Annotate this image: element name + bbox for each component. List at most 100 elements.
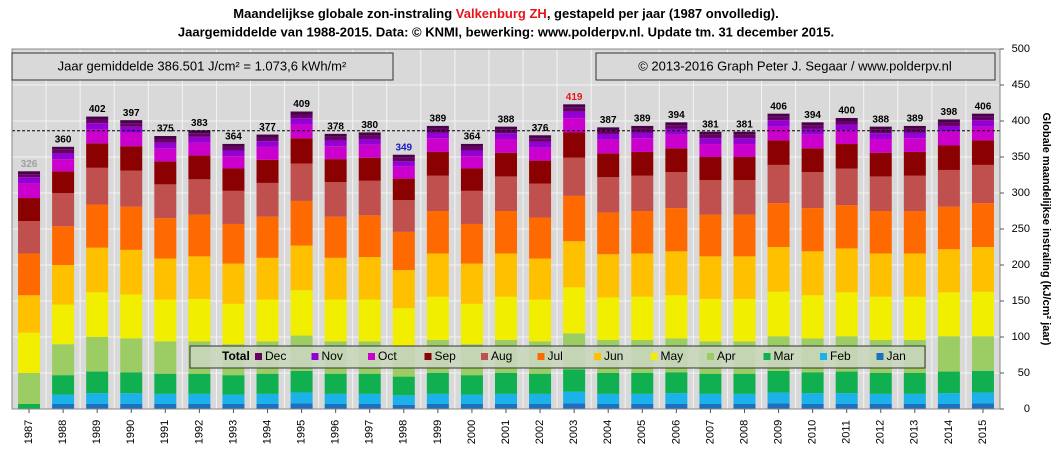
bar-segment: [460, 403, 483, 409]
bar-segment: [971, 291, 994, 337]
bar-segment: [665, 125, 688, 129]
bar-segment: [801, 372, 824, 394]
bar-cap: [937, 119, 960, 123]
bar-segment: [358, 299, 381, 342]
bar-segment: [18, 183, 41, 199]
overlay: Jaar gemiddelde 386.501 J/cm² = 1.073,6 …: [11, 48, 1001, 410]
bar-segment: [835, 205, 858, 249]
bar-segment: [699, 403, 722, 409]
bar-segment: [971, 164, 994, 204]
legend-box: [189, 345, 926, 369]
bar-cap: [733, 131, 756, 135]
bar-segment: [18, 403, 41, 409]
bar-cap: [665, 122, 688, 126]
bar-segment: [154, 299, 177, 342]
legend-swatch: [650, 353, 658, 360]
legend-swatch: [424, 353, 432, 360]
bar-segment: [52, 159, 75, 172]
y-tick-label: 0: [1024, 403, 1030, 415]
bar-segment: [937, 169, 960, 207]
bar-segment: [256, 141, 279, 147]
x-tick-label: 2002: [534, 420, 546, 444]
bar-segment: [256, 393, 279, 404]
bar-cap: [699, 131, 722, 135]
bar-segment: [903, 296, 926, 340]
total-label: 378: [327, 121, 344, 132]
bar-cap: [154, 136, 177, 139]
bar-segment: [324, 299, 347, 342]
bar-segment: [699, 256, 722, 299]
bar-segment: [495, 296, 517, 340]
bar-segment: [120, 146, 143, 171]
bar-segment: [460, 263, 483, 304]
bar-segment: [222, 146, 245, 151]
x-tick-label: 2003: [568, 420, 580, 444]
legend-swatch: [255, 353, 262, 360]
bar-segment: [460, 168, 483, 191]
bar-segment: [869, 393, 892, 404]
bar-segment: [426, 132, 449, 139]
total-label: 398: [941, 107, 958, 118]
bar-segment: [665, 251, 688, 296]
bar-segment: [324, 159, 347, 183]
title-part: , gestapeld per jaar (1987 onvolledig).: [547, 6, 779, 21]
bar-segment: [460, 223, 483, 264]
bar-segment: [631, 373, 654, 394]
bar-segment: [86, 337, 109, 372]
bar-segment: [937, 249, 960, 293]
bar-segment: [733, 138, 756, 145]
legend-label: Apr: [717, 349, 736, 363]
bar-segment: [392, 157, 415, 162]
bar-segment: [460, 394, 483, 404]
bar-segment: [392, 178, 415, 201]
x-tick-label: 1992: [193, 420, 205, 444]
bar-segment: [188, 214, 211, 257]
bar-segment: [495, 152, 517, 177]
x-tick-label: 1994: [261, 420, 273, 444]
bar-segment: [767, 164, 790, 204]
legend-swatch: [481, 353, 488, 360]
bar-segment: [563, 107, 586, 112]
x-tick-label: 1990: [125, 420, 137, 444]
bar-segment: [767, 392, 790, 404]
bar-segment: [18, 332, 41, 373]
bar-segment: [324, 373, 347, 394]
bar-segment: [869, 403, 892, 409]
bar-segment: [120, 294, 143, 339]
bar-segment: [358, 257, 381, 300]
bar-segment: [426, 151, 449, 176]
bar-segment: [937, 403, 960, 409]
credit-box: [595, 52, 996, 81]
bar-segment: [665, 172, 688, 209]
total-label: 389: [430, 114, 447, 125]
average-text: Jaar gemiddelde 386.501 J/cm² = 1.073,6 …: [58, 58, 347, 73]
bar-segment: [86, 119, 109, 124]
total-label: 326: [21, 159, 38, 170]
bar-segment: [120, 338, 143, 373]
bar-segment: [903, 393, 926, 404]
bar-segment: [971, 203, 994, 247]
bar-cap: [18, 171, 41, 175]
legend-swatch: [876, 353, 884, 360]
bar-segment: [290, 114, 313, 119]
bar-segment: [869, 296, 892, 340]
bar-segment: [324, 393, 347, 404]
bar-segment: [801, 403, 824, 409]
bar-segment: [597, 254, 620, 298]
total-label: 380: [361, 120, 378, 131]
bar-segment: [903, 132, 926, 139]
y-tick-label: 300: [1012, 187, 1030, 199]
bar-segment: [903, 403, 926, 409]
bar-segment: [290, 245, 313, 291]
bar-segment: [903, 211, 926, 254]
bar-segment: [529, 403, 552, 409]
bar-segment: [188, 256, 211, 299]
y-tick-label: 350: [1012, 151, 1030, 163]
bar-segment: [222, 156, 245, 169]
bar-segment: [222, 375, 245, 395]
total-label: 364: [225, 132, 242, 143]
bar-segment: [801, 208, 824, 252]
bar-segment: [358, 393, 381, 404]
bar-segment: [631, 296, 654, 340]
bar-segment: [631, 403, 654, 409]
